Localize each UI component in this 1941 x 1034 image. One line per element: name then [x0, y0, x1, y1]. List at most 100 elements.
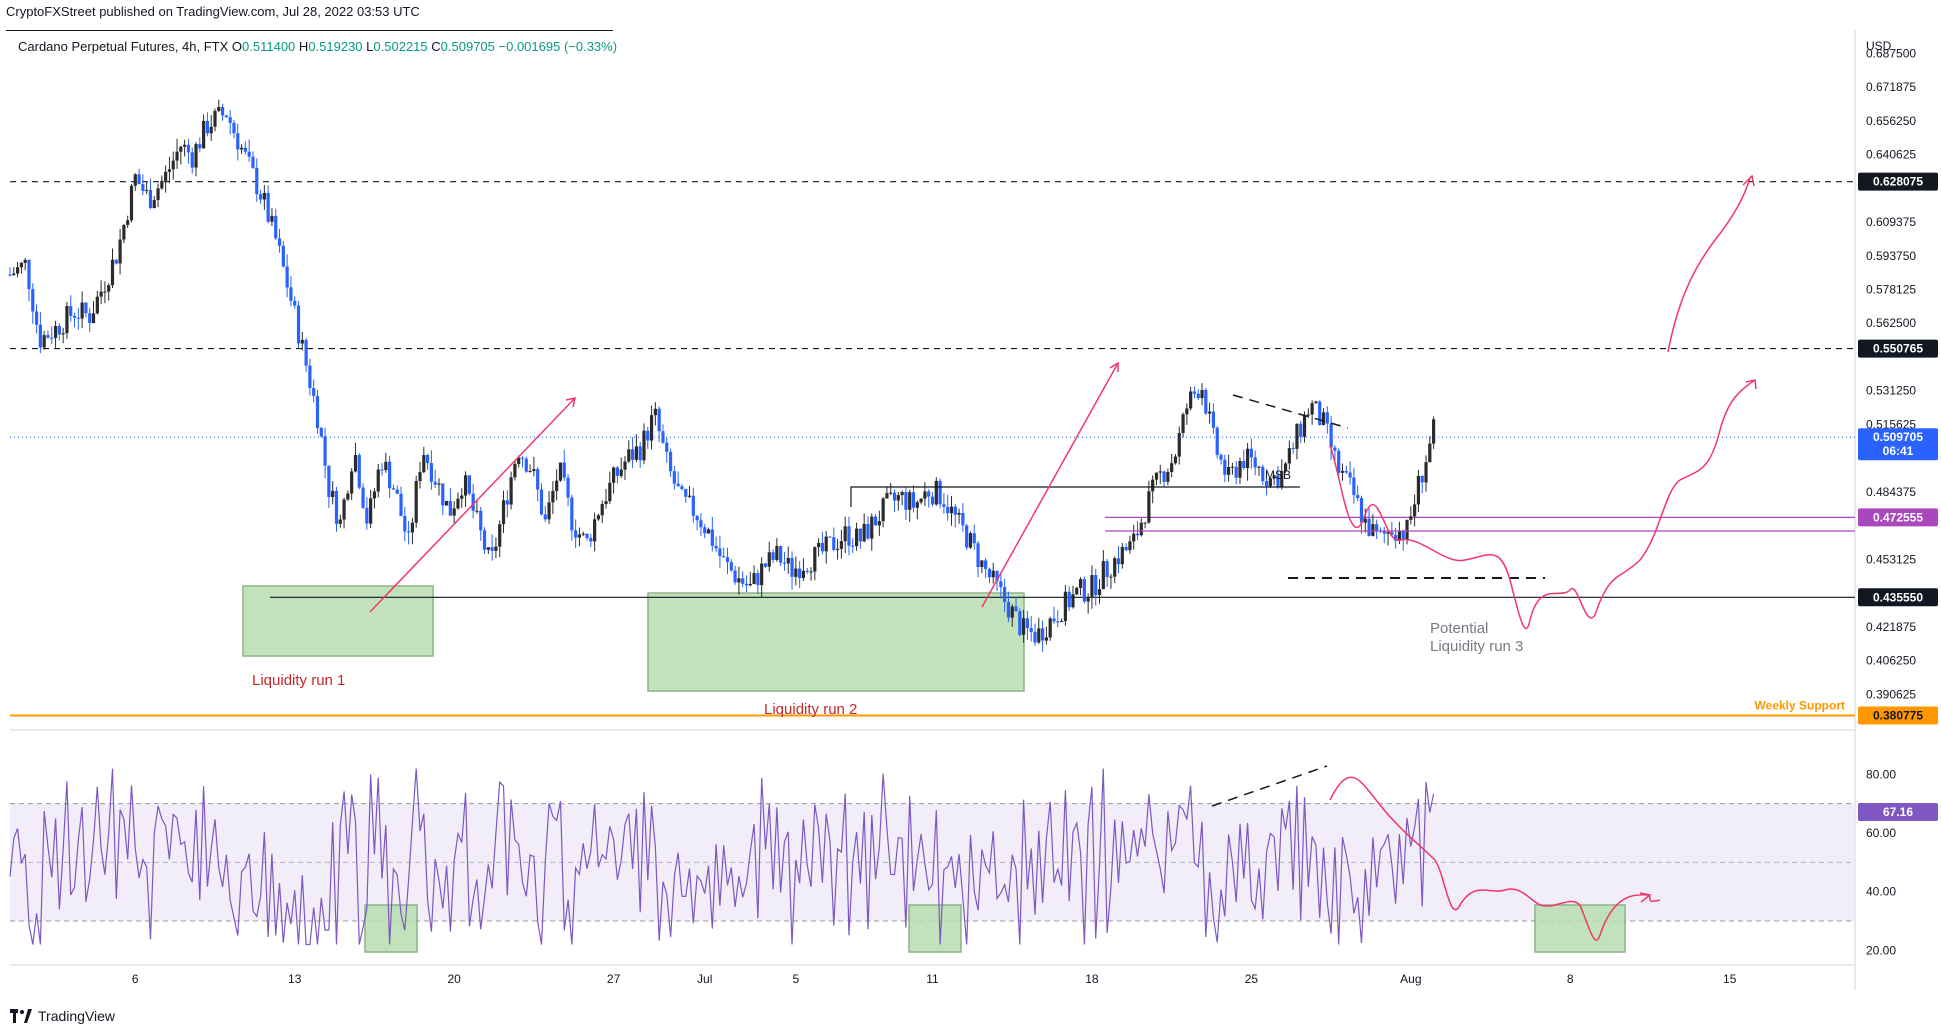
candle-body-138	[532, 469, 536, 472]
candle-body-364	[1390, 532, 1394, 535]
candle-body-48	[190, 152, 194, 168]
candle-body-172	[661, 431, 665, 443]
candle-body-180	[691, 495, 695, 516]
candle-body-17	[72, 315, 77, 318]
candle-body-268	[1025, 618, 1030, 629]
candle-body-221	[847, 526, 851, 546]
candle-body-266	[1018, 611, 1022, 635]
candle-body-104	[403, 515, 407, 532]
arrowhead-3	[1745, 379, 1757, 390]
candle-body-219	[839, 541, 843, 549]
price-tick-10: 0.484375	[1866, 485, 1916, 499]
candle-body-347	[1325, 412, 1329, 424]
candle-body-53	[209, 126, 213, 134]
candle-body-15	[65, 306, 69, 334]
candle-body-63	[247, 151, 251, 157]
candle-body-337	[1287, 448, 1291, 464]
arrowhead-1	[565, 397, 576, 408]
price-tick-9: 0.515625	[1866, 417, 1916, 431]
candle-body-185	[710, 529, 714, 546]
candle-body-212	[813, 547, 817, 572]
candle-body-313	[1196, 393, 1200, 399]
footer: TradingView	[10, 1008, 115, 1024]
candle-body-308	[1177, 432, 1181, 457]
candle-body-195	[748, 583, 752, 586]
candle-body-220	[843, 526, 847, 542]
candle-body-214	[820, 542, 825, 552]
candle-body-147	[566, 477, 570, 498]
candle-body-343	[1310, 403, 1314, 415]
price-tick-8: 0.531250	[1866, 384, 1916, 398]
candle-body-247	[946, 506, 950, 514]
candle-body-241	[923, 491, 927, 499]
candle-body-210	[805, 570, 809, 572]
candle-body-216	[828, 536, 832, 538]
symbol-name[interactable]: Cardano Perpetual Futures, 4h, FTX	[18, 39, 229, 54]
price-tick-13: 0.406250	[1866, 654, 1916, 668]
candle-body-19	[80, 302, 84, 319]
candle-body-202	[775, 546, 779, 560]
candle-body-50	[198, 144, 202, 149]
candle-body-271	[1037, 628, 1041, 643]
annotation-liquidity-run-1: Liquidity run 1	[252, 672, 345, 689]
candle-body-108	[418, 472, 422, 482]
candle-body-349	[1333, 447, 1337, 451]
date-tick-2: 20	[447, 972, 461, 986]
candle-body-65	[255, 167, 259, 195]
candle-body-186	[714, 545, 718, 549]
candle-body-249	[953, 506, 957, 515]
footer-brand[interactable]: TradingView	[38, 1008, 116, 1024]
candle-body-211	[809, 571, 813, 573]
ohlc-open-label: O	[231, 39, 243, 54]
candle-body-345	[1318, 401, 1322, 425]
candle-body-175	[672, 471, 676, 484]
candle-body-169	[649, 415, 654, 441]
candle-body-77	[300, 339, 304, 344]
header-divider	[6, 30, 613, 31]
candle-body-296	[1132, 533, 1136, 542]
annotation-liquidity-run-3: Liquidity run 3	[1430, 638, 1523, 655]
candle-body-196	[752, 573, 756, 584]
candle-body-82	[319, 427, 323, 437]
candle-body-319	[1219, 454, 1223, 460]
candle-body-294	[1124, 546, 1128, 551]
candle-body-125	[482, 530, 487, 550]
candle-body-297	[1135, 533, 1140, 536]
candle-body-330	[1261, 466, 1265, 482]
candle-body-259	[991, 570, 995, 578]
candle-body-279	[1067, 591, 1071, 608]
rsi-zone-2	[908, 904, 962, 953]
candle-body-164	[630, 449, 635, 460]
candle-body-69	[270, 215, 274, 222]
candle-body-374	[1428, 443, 1432, 463]
time-axis: 6 13 20 27 Jul 5 11 18 25 Aug 8 15	[132, 972, 1737, 986]
candle-body-207	[794, 568, 798, 577]
candle-body-339	[1295, 423, 1299, 449]
candle-body-311	[1189, 391, 1193, 409]
price-badge-0-bg	[1858, 172, 1938, 191]
candle-body-298	[1139, 522, 1143, 536]
candle-body-88	[342, 499, 346, 520]
candle-body-225	[862, 523, 866, 542]
candle-body-350	[1337, 450, 1341, 473]
rsi-arrowhead	[1639, 892, 1652, 903]
candle-body-66	[258, 194, 263, 200]
annotation-msb: MSB	[1265, 468, 1291, 482]
candle-body-110	[425, 454, 430, 464]
candle-body-375	[1432, 419, 1436, 444]
candle-body-217	[832, 537, 836, 550]
candle-body-123	[475, 510, 479, 512]
candle-body-193	[741, 578, 745, 584]
candle-body-113	[437, 483, 441, 485]
candle-body-5	[27, 259, 31, 290]
candle-body-165	[634, 446, 638, 460]
candle-body-284	[1086, 596, 1090, 602]
candle-body-208	[798, 568, 802, 578]
price-badge-2-bg	[1858, 428, 1938, 461]
symbol-info-row: Cardano Perpetual Futures, 4h, FTX O0.51…	[18, 39, 617, 54]
candle-body-340	[1299, 423, 1303, 437]
candle-body-248	[949, 506, 954, 514]
candle-body-368	[1405, 519, 1409, 540]
